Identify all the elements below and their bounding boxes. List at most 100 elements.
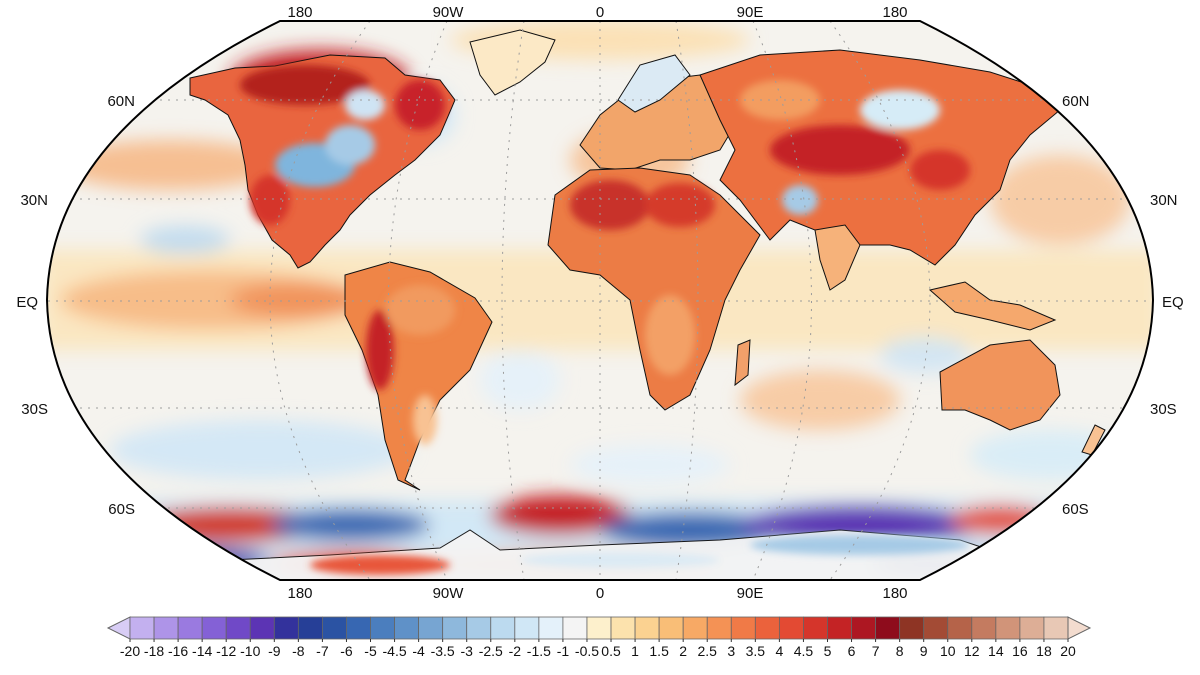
lat-label-right: 30N xyxy=(1150,192,1178,209)
colorbar-tick-label: 2 xyxy=(679,643,687,659)
scandinavia xyxy=(617,54,691,113)
colorbar-swatch xyxy=(682,616,708,640)
colorbar-swatch xyxy=(490,616,516,640)
india xyxy=(814,224,861,291)
colorbar-tick-label: 20 xyxy=(1060,643,1076,659)
colorbar-tick-label: -4 xyxy=(412,643,425,659)
lon-labels-top: 180 90W 0 90E 180 xyxy=(287,4,907,21)
colorbar-swatch xyxy=(249,616,275,640)
colorbar-swatch xyxy=(658,616,684,640)
colorbar: -20 -18 -16 -14 -12 -10 -9 -8 -7 -6 -5 -4.5 -4 -3.5 -3… xyxy=(106,616,1092,659)
colorbar-tick-label: -1 xyxy=(557,643,570,659)
maritime-se-asia xyxy=(928,281,1057,331)
graticule xyxy=(47,21,1153,580)
lat-label-left: 60N xyxy=(107,93,135,110)
colorbar-tick-label: 7 xyxy=(872,643,880,659)
colorbar-swatch xyxy=(899,616,925,640)
lat-label-right: EQ xyxy=(1162,294,1184,311)
colorbar-tick-label: -2 xyxy=(509,643,522,659)
colorbar-swatch xyxy=(370,616,395,640)
lon-label-top: 180 xyxy=(882,4,907,21)
colorbar-tick-label: 10 xyxy=(940,643,956,659)
colorbar-swatch xyxy=(538,616,564,640)
colorbar-swatch xyxy=(322,616,347,640)
lat-label-right: 60N xyxy=(1062,93,1090,110)
colorbar-swatch xyxy=(273,616,299,640)
colorbar-swatch xyxy=(514,616,540,640)
colorbar-swatch xyxy=(225,616,251,640)
colorbar-tick-label: 12 xyxy=(964,643,980,659)
colorbar-swatch xyxy=(754,616,780,640)
colorbar-swatch xyxy=(995,616,1021,640)
colorbar-tick-label: -12 xyxy=(216,643,236,659)
colorbar-swatch xyxy=(177,616,203,640)
colorbar-swatch xyxy=(827,616,852,640)
grid-lon-45e xyxy=(675,21,699,580)
lat-label-left: 30S xyxy=(21,401,48,418)
colorbar-tick-label: -10 xyxy=(240,643,260,659)
colorbar-tick-label: -4.5 xyxy=(383,643,407,659)
colorbar-swatch xyxy=(610,616,636,640)
colorbar-tick-label: -8 xyxy=(292,643,305,659)
colorbar-swatch xyxy=(466,616,492,640)
madagascar xyxy=(734,339,751,387)
colorbar-swatch xyxy=(1043,616,1069,640)
lon-label-top: 90E xyxy=(737,4,764,21)
colorbar-swatch xyxy=(129,616,155,640)
greenland xyxy=(469,29,556,96)
colorbar-tick-label: -0.5 xyxy=(575,643,599,659)
lat-labels-left: 60N 30N EQ 30S 60S xyxy=(16,93,135,518)
colorbar-swatch xyxy=(586,616,612,640)
colorbar-tick-label: -7 xyxy=(316,643,329,659)
colorbar-extend-max xyxy=(1067,616,1092,640)
colorbar-swatch xyxy=(562,616,588,640)
colorbar-swatch xyxy=(394,616,420,640)
colorbar-tick-label: -18 xyxy=(144,643,164,659)
anomaly-field xyxy=(47,21,1153,580)
lat-label-left: 30N xyxy=(20,192,48,209)
grid-lon-45w xyxy=(501,21,525,580)
colorbar-tick-label: 3 xyxy=(727,643,735,659)
colorbar-swatch xyxy=(947,616,973,640)
colorbar-tick-label: -6 xyxy=(340,643,353,659)
colorbar-tick-label: 5 xyxy=(824,643,832,659)
colorbar-swatch xyxy=(851,616,876,640)
colorbar-swatch xyxy=(923,616,949,640)
colorbar-tick-label: 4.5 xyxy=(794,643,814,659)
colorbar-tick-label: 14 xyxy=(988,643,1004,659)
lon-label-bottom: 90W xyxy=(433,585,465,602)
globe-outline xyxy=(45,20,1155,581)
colorbar-swatch xyxy=(297,616,323,640)
colorbar-tick-label: 9 xyxy=(920,643,928,659)
lat-label-right: 60S xyxy=(1062,501,1089,518)
colorbar-swatch xyxy=(418,616,444,640)
lon-label-top: 180 xyxy=(287,4,312,21)
colorbar-swatch xyxy=(346,616,371,640)
lat-label-left: EQ xyxy=(16,294,38,311)
continents xyxy=(149,29,1106,580)
lat-labels-right: 60N 30N EQ 30S 60S xyxy=(1062,93,1184,518)
colorbar-tick-label: -9 xyxy=(268,643,281,659)
lon-label-bottom: 0 xyxy=(596,585,604,602)
lat-label-right: 30S xyxy=(1150,401,1177,418)
colorbar-tick-label: 1 xyxy=(631,643,639,659)
colorbar-tick-label: -5 xyxy=(364,643,377,659)
colorbar-swatch xyxy=(201,616,227,640)
colorbar-extend-min xyxy=(106,616,131,640)
lon-label-top: 90W xyxy=(433,4,465,21)
colorbar-tick-label: 2.5 xyxy=(697,643,717,659)
lon-label-bottom: 90E xyxy=(737,585,764,602)
colorbar-tick-label: -16 xyxy=(168,643,188,659)
colorbar-tick-label: -2.5 xyxy=(479,643,503,659)
colorbar-swatch xyxy=(153,616,179,640)
colorbar-tick-label: 1.5 xyxy=(649,643,669,659)
colorbar-tick-label: 16 xyxy=(1012,643,1028,659)
colorbar-swatch xyxy=(706,616,732,640)
colorbar-tick-label: -14 xyxy=(192,643,212,659)
colorbar-tick-label: 3.5 xyxy=(746,643,766,659)
lon-labels-bottom: 180 90W 0 90E 180 xyxy=(287,585,907,602)
colorbar-swatch xyxy=(803,616,828,640)
colorbar-tick-label: 8 xyxy=(896,643,904,659)
lon-label-bottom: 180 xyxy=(882,585,907,602)
